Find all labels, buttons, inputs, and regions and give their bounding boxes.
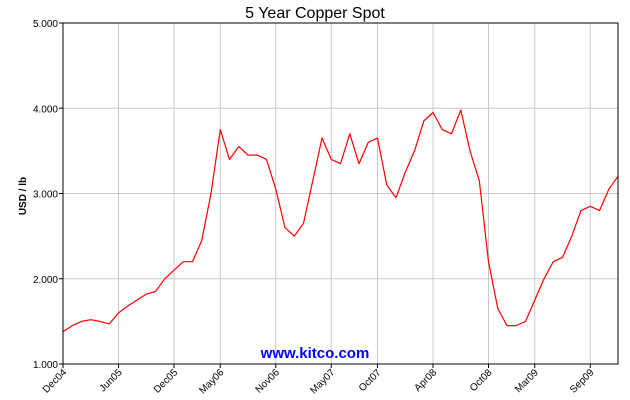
x-tick-label: Dec05 bbox=[152, 367, 181, 396]
y-tick-label: 2.000 bbox=[33, 275, 58, 286]
y-tick-label: 4.000 bbox=[33, 104, 58, 115]
x-tick-label: May07 bbox=[308, 367, 337, 396]
x-tick-label: Mar09 bbox=[513, 367, 541, 395]
x-tick-label: Nov06 bbox=[254, 367, 283, 396]
watermark-url: www.kitco.com bbox=[260, 345, 370, 362]
x-tick-label: Sep09 bbox=[568, 367, 597, 396]
series-layer bbox=[62, 109, 619, 333]
chart-title: 5 Year Copper Spot bbox=[245, 5, 385, 22]
x-tick-label: Oct07 bbox=[357, 367, 384, 394]
y-tick-label: 1.000 bbox=[33, 360, 58, 371]
x-axis-ticks: Dec04 Jun05 Dec05 May06 Nov06 May07 Oct07 Apr08… bbox=[41, 364, 597, 396]
series-line bbox=[62, 109, 619, 333]
y-tick-label: 3.000 bbox=[33, 190, 58, 201]
x-tick-label: Apr08 bbox=[412, 367, 439, 394]
y-tick-label: 5.000 bbox=[33, 19, 58, 30]
x-tick-label: Dec04 bbox=[41, 367, 70, 396]
x-tick-label: Oct08 bbox=[468, 367, 495, 394]
x-tick-label: May06 bbox=[197, 367, 226, 396]
gridlines bbox=[62, 22, 618, 365]
y-axis-ticks: 1.000 2.000 3.000 4.000 5.000 bbox=[33, 19, 63, 371]
y-axis-label: USD / lb bbox=[18, 177, 29, 215]
x-tick-label: Jun05 bbox=[98, 367, 125, 394]
